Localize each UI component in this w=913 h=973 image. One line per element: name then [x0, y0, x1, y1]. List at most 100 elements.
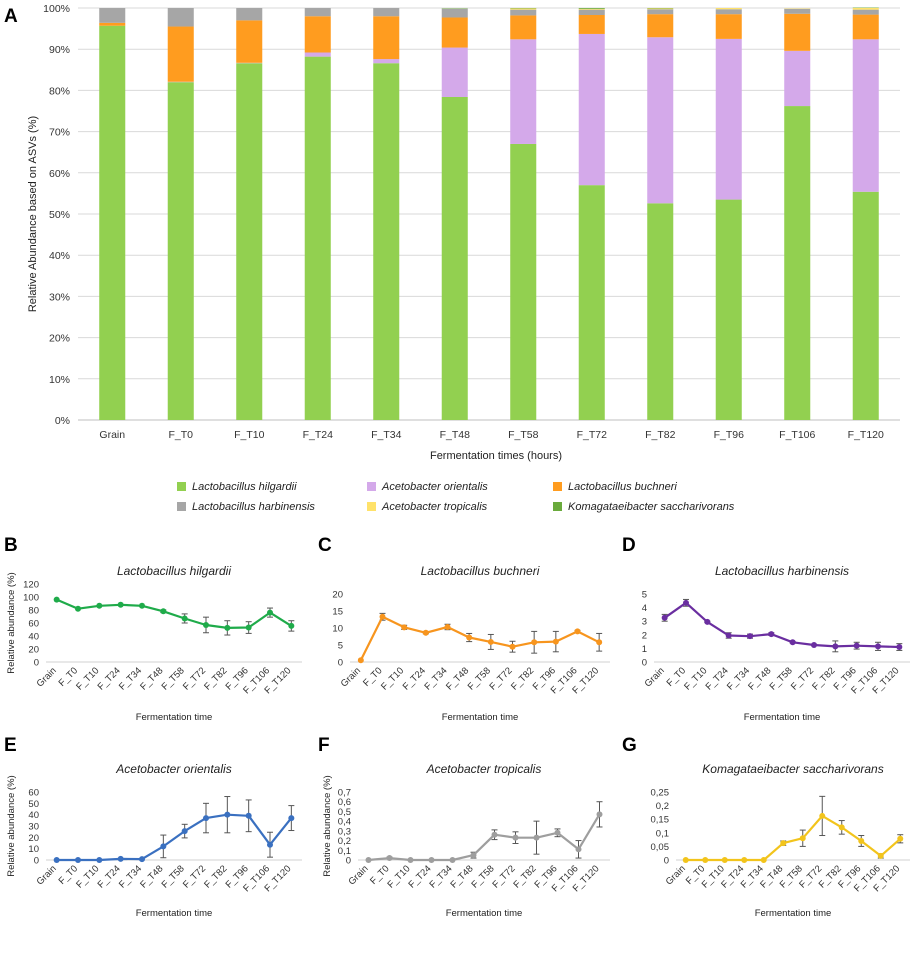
x-tick-label: Grain [339, 665, 363, 689]
data-point [379, 613, 386, 620]
data-point [203, 815, 209, 822]
y-tick-label: 70% [49, 127, 70, 139]
y-tick-label: 0,4 [338, 817, 351, 828]
x-tick-label: F_T72 [789, 665, 816, 692]
bar-segment-hilgardii [167, 82, 194, 420]
x-tick-label: F_T58 [466, 665, 493, 692]
bar-segment-hilgardii [236, 63, 263, 420]
bar-segment-buchneri [99, 22, 126, 26]
x-tick-label: F_T82 [645, 429, 676, 441]
bar-segment-harbinensis [715, 9, 742, 15]
data-point [117, 601, 124, 608]
y-tick-label: 100 [23, 593, 39, 604]
bar-segment-buchneri [304, 16, 331, 53]
y-tick-label: 0,15 [651, 815, 670, 826]
x-axis-title: Fermentation time [744, 712, 821, 723]
x-axis-title: Fermentation time [442, 712, 519, 723]
y-axis-title: Relative abundance (%) [322, 775, 333, 876]
bar-segment-orientalis [647, 37, 674, 204]
bar-segment-harbinensis [510, 9, 537, 16]
data-point [267, 841, 273, 848]
bar-segment-harbinensis [441, 8, 468, 18]
x-tick-label: F_T72 [577, 429, 608, 441]
data-point [117, 855, 124, 862]
y-tick-label: 80 [28, 606, 39, 617]
x-tick-label: F_T34 [725, 665, 752, 692]
x-tick-label: F_T82 [810, 665, 837, 692]
y-tick-label: 20 [332, 590, 343, 601]
y-tick-label: 20% [49, 333, 70, 345]
y-tick-label: 15 [332, 607, 343, 618]
x-tick-label: F_T82 [511, 863, 538, 890]
x-tick-label: F_T10 [379, 665, 406, 692]
x-tick-label: F_T34 [371, 429, 402, 441]
y-tick-label: 5 [338, 641, 343, 652]
chart-title: Acetobacter tropicalis [426, 762, 542, 776]
series-line [664, 601, 900, 649]
bar-segment-buchneri [715, 14, 742, 39]
legend-swatch-orientalis [367, 482, 376, 491]
y-tick-label: 60 [28, 788, 39, 799]
data-point [683, 599, 689, 606]
bar-chart-y-axis-title: Relative Abundance based on ASVs (%) [27, 116, 39, 312]
line-chart-panels: Lactobacillus hilgardii020406080100120Gr… [6, 564, 910, 919]
data-point [533, 834, 540, 841]
y-tick-label: 60 [28, 619, 39, 630]
x-tick-label: Grain [346, 863, 370, 887]
data-point [401, 624, 408, 631]
x-tick-label: F_T72 [181, 665, 208, 692]
y-tick-label: 100% [43, 3, 70, 15]
data-point [512, 834, 519, 841]
bar-segment-harbinensis [236, 8, 263, 21]
data-point [139, 856, 145, 863]
y-tick-label: 0 [664, 856, 669, 867]
data-point [780, 840, 787, 847]
x-tick-label: F_T10 [74, 863, 101, 890]
bar-segment-tropicalis [852, 8, 879, 10]
line-chart-lactobacillus-buchneri: Lactobacillus buchneri05101520GrainF_T0F… [332, 564, 610, 723]
y-tick-label: 0,2 [656, 801, 669, 812]
line-chart-acetobacter-tropicalis: Acetobacter tropicalis00,10,20,30,40,50,… [322, 762, 610, 919]
bar-segment-hilgardii [510, 143, 537, 420]
x-tick-label: F_T120 [848, 429, 884, 441]
x-tick-label: F_T24 [401, 665, 428, 692]
panel-letter-c: C [318, 535, 332, 556]
x-tick-label: F_T48 [746, 665, 773, 692]
panel-letter-g: G [622, 735, 637, 756]
y-tick-label: 90% [49, 44, 70, 56]
bar-segment-orientalis [304, 52, 331, 57]
data-point [747, 633, 753, 640]
bar-segment-orientalis [715, 38, 742, 200]
y-tick-label: 30 [28, 822, 39, 833]
bar-segment-hilgardii [99, 25, 126, 420]
bar-segment-harbinensis [784, 8, 811, 14]
x-tick-label: Grain [99, 429, 125, 441]
x-axis-title: Fermentation time [446, 908, 523, 919]
data-point [357, 657, 364, 664]
series-line [359, 615, 600, 661]
x-tick-label: F_T24 [96, 665, 123, 692]
bar-segment-harbinensis [852, 9, 879, 15]
data-point [245, 812, 252, 819]
data-point [721, 857, 728, 863]
series-line [56, 813, 293, 862]
data-point [75, 605, 81, 612]
data-point [288, 815, 295, 822]
y-tick-label: 1 [642, 644, 647, 655]
chart-title: Komagataeibacter saccharivorans [702, 762, 883, 776]
bar-segment-tropicalis [510, 8, 537, 10]
line-chart-lactobacillus-hilgardii: Lactobacillus hilgardii 0 20 40 60 80 100 120 Gr… [6, 564, 302, 723]
series-line [56, 598, 292, 630]
data-point [702, 857, 709, 863]
y-axis-title: Relative abundance (%) [6, 775, 17, 876]
data-point [181, 828, 188, 835]
y-tick-label: 80% [49, 85, 70, 97]
legend-swatch-tropicalis [367, 502, 376, 511]
x-tick-label: F_T72 [181, 863, 208, 890]
x-tick-label: F_T24 [704, 665, 731, 692]
bar-segment-orientalis [578, 33, 605, 186]
y-tick-label: 0,5 [338, 807, 351, 818]
data-point [267, 609, 273, 616]
y-tick-label: 40 [28, 810, 39, 821]
